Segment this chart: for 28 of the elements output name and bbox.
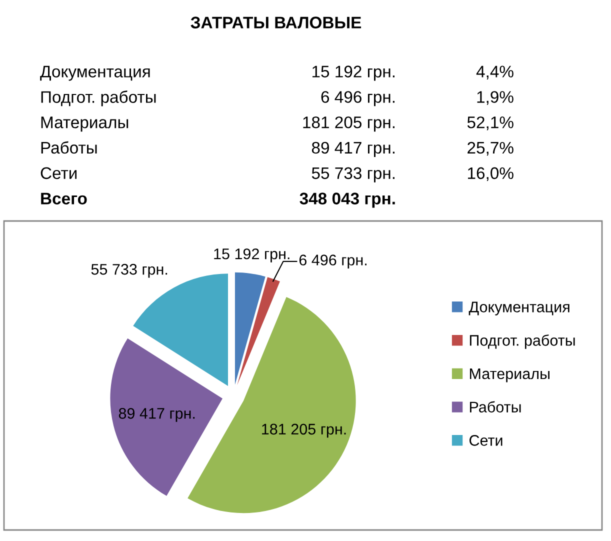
text: 55 733 грн. bbox=[312, 167, 394, 182]
text: 52,1% bbox=[467, 116, 514, 130]
legend-label: Материалы bbox=[470, 368, 550, 382]
text: 348 043 грн. bbox=[300, 192, 395, 208]
text: 25,7% bbox=[468, 142, 514, 156]
text: 6 496 грн. bbox=[321, 91, 394, 106]
text: 16,0% bbox=[468, 167, 514, 182]
text: Работы bbox=[41, 141, 97, 154]
data-label: 55 733 грн. bbox=[91, 264, 168, 278]
legend-label: Документация bbox=[468, 302, 570, 316]
text: Сети bbox=[40, 167, 77, 180]
text: Всего bbox=[41, 192, 87, 204]
legend-label: Работы bbox=[470, 401, 521, 413]
text: Документация bbox=[40, 66, 150, 81]
text: 89 417 грн. bbox=[312, 142, 394, 157]
legend-label: Подгот. работы bbox=[470, 334, 575, 349]
text: ЗАТРАТЫ ВАЛОВЫЕ bbox=[190, 16, 362, 28]
legend-label: Сети bbox=[470, 435, 502, 446]
text: 181 205 грн. bbox=[303, 116, 394, 132]
text: Подгот. работы bbox=[41, 90, 156, 106]
text: 4,4% bbox=[476, 66, 514, 80]
data-label: 6 496 грн. bbox=[299, 254, 366, 268]
data-label: 89 417 грн. bbox=[118, 408, 195, 422]
text: Материалы bbox=[41, 116, 128, 132]
data-label: 181 205 грн. bbox=[262, 424, 346, 438]
data-label: 15 192 грн. bbox=[214, 248, 290, 262]
text: 1,9% bbox=[477, 91, 514, 105]
text: 15 192 грн. bbox=[312, 66, 394, 81]
